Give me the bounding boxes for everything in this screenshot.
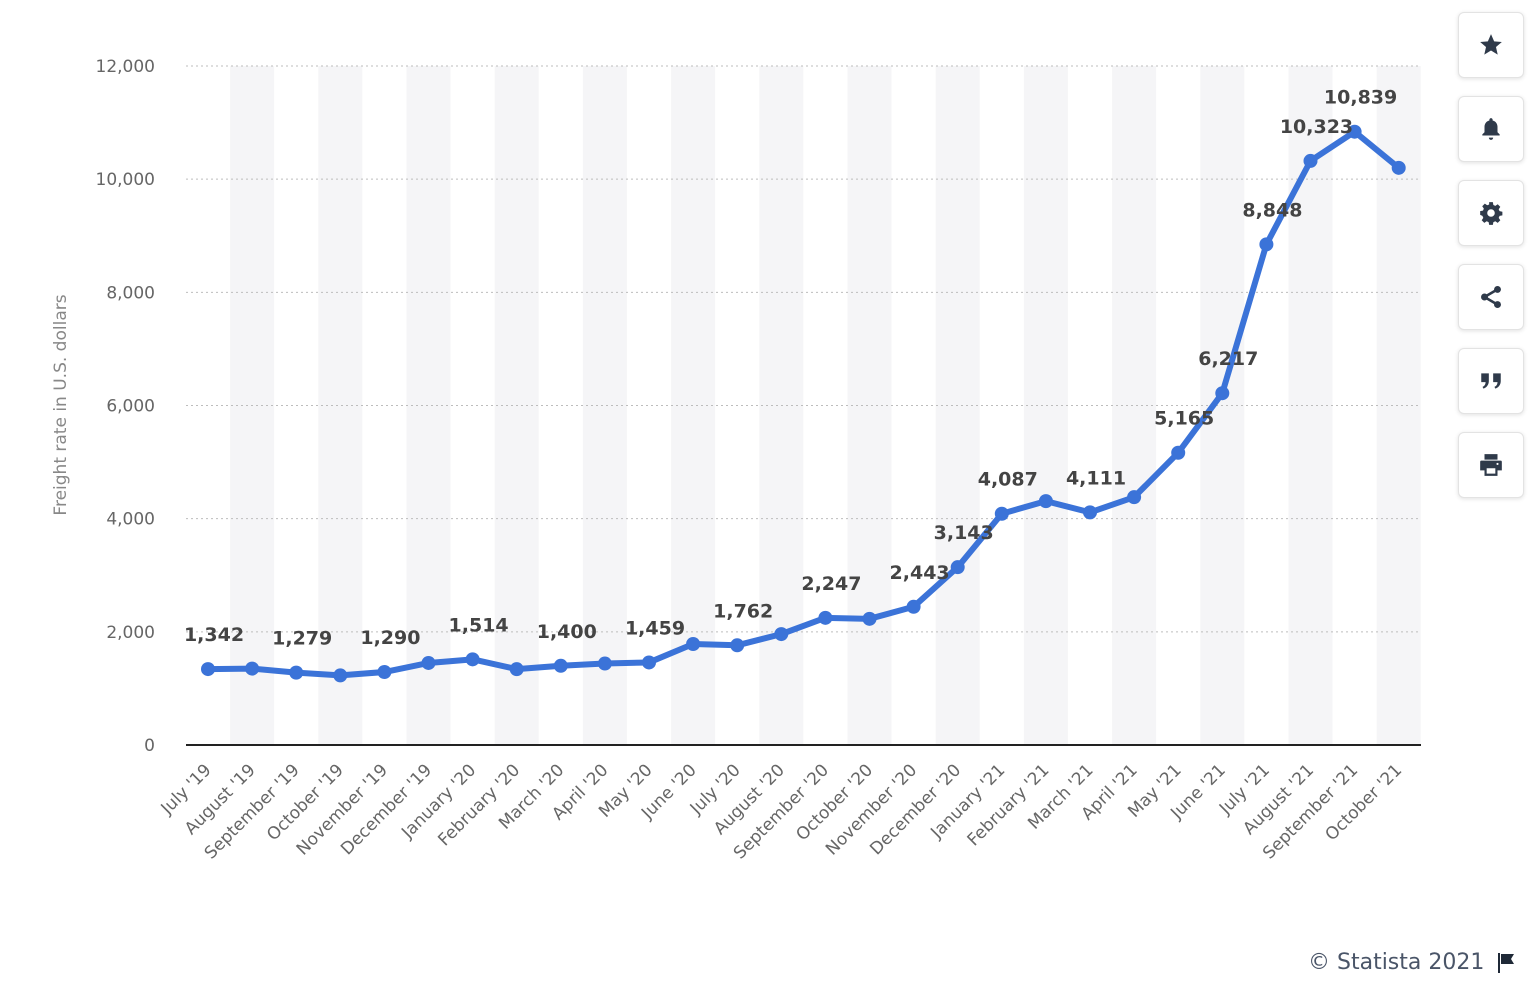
data-point[interactable] [421, 655, 436, 670]
column-band [847, 66, 892, 745]
data-point[interactable] [1347, 124, 1362, 139]
data-label: 2,247 [801, 573, 861, 595]
column-band [318, 66, 363, 745]
share-icon [1481, 285, 1501, 309]
settings-button[interactable] [1458, 180, 1524, 246]
credit-text: © Statista 2021 [1308, 950, 1485, 975]
data-point[interactable] [1038, 494, 1053, 509]
data-point[interactable] [1303, 153, 1318, 168]
star-icon [1480, 34, 1502, 55]
data-point[interactable] [774, 627, 789, 642]
data-point[interactable] [377, 665, 392, 680]
y-tick-label: 10,000 [96, 170, 155, 190]
data-label: 10,323 [1280, 116, 1353, 138]
data-label: 8,848 [1242, 199, 1302, 221]
column-band [1288, 66, 1333, 745]
favorite-button[interactable] [1458, 12, 1524, 78]
data-label: 1,400 [537, 621, 597, 643]
line-chart: 0 2,000 4,000 6,000 8,000 10,000 12,000 July '… [51, 57, 1421, 863]
data-label: 1,459 [625, 617, 685, 639]
data-label: 3,143 [934, 522, 994, 544]
copyright-credit[interactable]: © Statista 2021 [1308, 950, 1518, 975]
y-tick-label: 2,000 [106, 623, 155, 643]
data-point[interactable] [1259, 237, 1274, 252]
data-label: 2,443 [890, 562, 950, 584]
share-button[interactable] [1458, 264, 1524, 330]
data-points [201, 124, 1406, 683]
data-point[interactable] [289, 665, 304, 680]
y-tick-label: 12,000 [96, 57, 155, 77]
quote-icon [1481, 373, 1501, 389]
column-band [1112, 66, 1157, 745]
data-label: 1,342 [184, 624, 244, 646]
column-band [582, 66, 627, 745]
column-band [406, 66, 451, 745]
data-point[interactable] [1391, 160, 1406, 175]
data-point[interactable] [906, 599, 921, 614]
data-label: 1,279 [272, 628, 332, 650]
y-axis-label: Freight rate in U.S. dollars [51, 294, 71, 515]
data-point[interactable] [597, 656, 612, 671]
data-labels: 1,342 1,279 1,290 1,514 1,400 1,459 1,762 2,247… [184, 87, 1397, 650]
data-point[interactable] [509, 662, 524, 677]
data-point[interactable] [1171, 445, 1186, 460]
data-label: 1,762 [713, 600, 773, 622]
column-band [1376, 66, 1421, 745]
grid-lines [186, 65, 1421, 633]
data-point[interactable] [994, 506, 1009, 521]
data-label: 4,087 [978, 469, 1038, 491]
cite-button[interactable] [1458, 348, 1524, 414]
notification-button[interactable] [1458, 96, 1524, 162]
data-point[interactable] [950, 560, 965, 575]
data-label: 4,111 [1066, 467, 1126, 489]
print-icon [1480, 454, 1502, 476]
series-line [205, 128, 1402, 679]
data-point[interactable] [553, 658, 568, 673]
data-point[interactable] [818, 610, 833, 625]
bell-icon [1482, 118, 1500, 140]
data-label: 5,165 [1154, 408, 1214, 430]
y-axis-ticks: 0 2,000 4,000 6,000 8,000 10,000 12,000 [96, 57, 155, 756]
data-point[interactable] [730, 638, 745, 653]
data-point[interactable] [862, 611, 877, 626]
flag-icon [1498, 952, 1515, 973]
data-point[interactable] [245, 661, 260, 676]
data-label: 1,514 [449, 614, 509, 636]
data-point[interactable] [642, 655, 656, 670]
print-button[interactable] [1458, 432, 1524, 498]
data-point[interactable] [1215, 386, 1230, 401]
data-point[interactable] [201, 662, 215, 677]
side-toolbar [1458, 12, 1526, 516]
data-point[interactable] [1083, 505, 1097, 520]
gear-icon [1480, 202, 1503, 225]
data-point[interactable] [333, 668, 348, 683]
y-tick-label: 8,000 [106, 283, 155, 303]
data-point[interactable] [686, 636, 701, 651]
data-point[interactable] [465, 652, 480, 667]
y-tick-label: 6,000 [106, 397, 155, 417]
data-label: 1,290 [360, 627, 420, 649]
data-label: 10,839 [1324, 87, 1397, 109]
y-tick-label: 4,000 [106, 510, 155, 530]
data-point[interactable] [1127, 490, 1142, 505]
data-label: 6,217 [1198, 348, 1258, 370]
y-tick-label: 0 [144, 736, 155, 756]
